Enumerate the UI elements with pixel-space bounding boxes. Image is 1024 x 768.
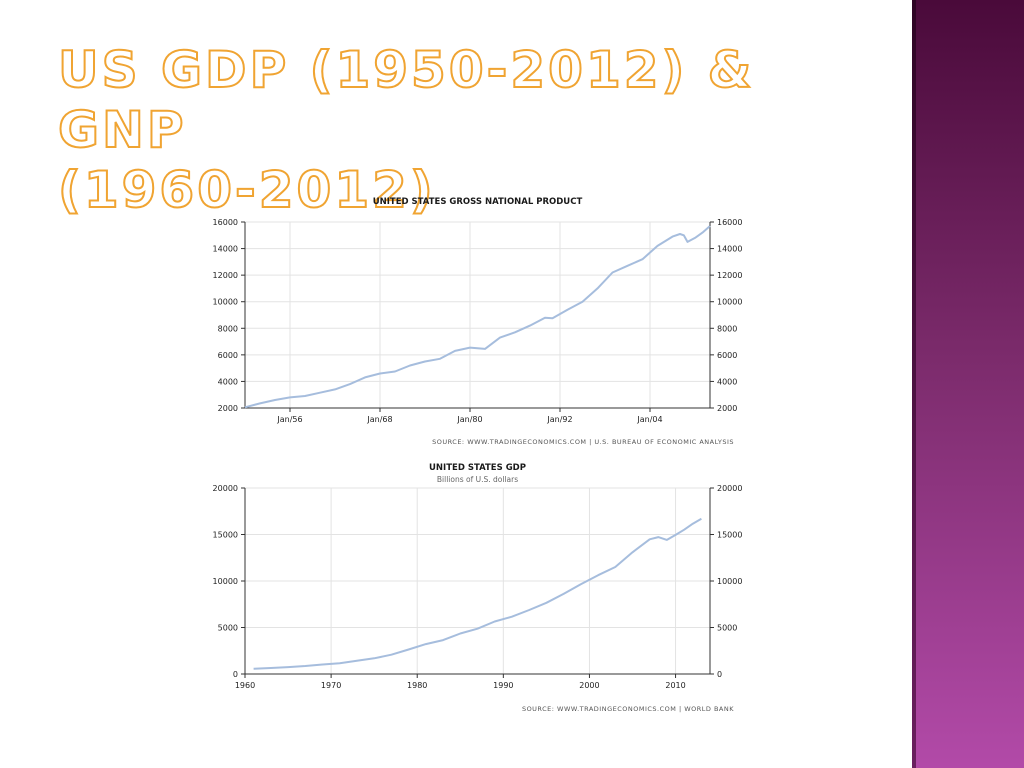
gnp-xtick-label: Jan/92 <box>546 415 572 424</box>
gdp-xtick-label: 2010 <box>665 681 685 690</box>
gdp-xtick-label: 1990 <box>493 681 513 690</box>
gdp-ytick-label-left: 5000 <box>218 624 238 633</box>
gnp-ytick-label-right: 12000 <box>717 271 742 280</box>
gnp-chart-group: UNITED STATES GROSS NATIONAL PRODUCT 2000… <box>213 197 743 446</box>
gnp-ytick-label-left: 16000 <box>213 218 238 227</box>
gdp-xtick-label: 1980 <box>407 681 427 690</box>
gdp-chart-source: SOURCE: WWW.TRADINGECONOMICS.COM | WORLD… <box>522 705 734 713</box>
gnp-ytick-label-right: 4000 <box>717 377 737 386</box>
gdp-ytick-label-right: 10000 <box>717 577 742 586</box>
gnp-xtick-label: Jan/68 <box>366 415 392 424</box>
gdp-ytick-label-left: 15000 <box>213 531 238 540</box>
gnp-ytick-label-left: 10000 <box>213 298 238 307</box>
gdp-ytick-label-right: 0 <box>717 670 722 679</box>
gnp-chart-source: SOURCE: WWW.TRADINGECONOMICS.COM | U.S. … <box>432 438 734 446</box>
gnp-ytick-label-right: 8000 <box>717 324 737 333</box>
gdp-ytick-label-left: 0 <box>233 670 238 679</box>
gnp-chart-title: UNITED STATES GROSS NATIONAL PRODUCT <box>373 197 583 207</box>
gnp-ytick-label-left: 12000 <box>213 271 238 280</box>
slide-title-line-2: (1960-2012) <box>57 160 436 220</box>
gdp-xtick-label: 1960 <box>235 681 255 690</box>
gnp-ytick-label-right: 14000 <box>717 245 742 254</box>
gdp-ytick-label-left: 20000 <box>213 484 238 493</box>
gnp-line-chart: UNITED STATES GROSS NATIONAL PRODUCT 2000… <box>213 197 743 713</box>
gdp-chart-group: UNITED STATES GDP Billions of U.S. dollar… <box>213 463 743 713</box>
gnp-ytick-label-right: 16000 <box>717 218 742 227</box>
gdp-ytick-label-right: 5000 <box>717 624 737 633</box>
decorative-side-band <box>912 0 1024 768</box>
gdp-ytick-label-left: 10000 <box>213 577 238 586</box>
gnp-xtick-label: Jan/80 <box>456 415 482 424</box>
slide-title: US GDP (1950-2012) & GNP (1960-2012) <box>57 40 898 220</box>
gdp-ytick-label-right: 20000 <box>717 484 742 493</box>
gnp-ytick-label-right: 10000 <box>717 298 742 307</box>
gnp-ytick-label-right: 6000 <box>717 351 737 360</box>
gnp-ytick-label-left: 2000 <box>218 404 238 413</box>
gdp-chart-title: UNITED STATES GDP <box>429 463 526 473</box>
gnp-series-line <box>244 225 711 409</box>
gdp-series-line <box>253 517 702 670</box>
gdp-xtick-label: 2000 <box>579 681 599 690</box>
gnp-ytick-label-left: 8000 <box>218 324 238 333</box>
gnp-ytick-label-left: 4000 <box>218 377 238 386</box>
gdp-chart-subtitle: Billions of U.S. dollars <box>437 475 518 484</box>
gnp-ytick-label-left: 14000 <box>213 245 238 254</box>
gdp-xtick-label: 1970 <box>321 681 341 690</box>
slide-title-line-1: US GDP (1950-2012) & GNP <box>57 40 755 160</box>
gnp-xtick-label: Jan/04 <box>636 415 662 424</box>
gnp-xtick-label: Jan/56 <box>276 415 302 424</box>
gdp-ytick-label-right: 15000 <box>717 531 742 540</box>
gnp-ytick-label-left: 6000 <box>218 351 238 360</box>
gnp-ytick-label-right: 2000 <box>717 404 737 413</box>
